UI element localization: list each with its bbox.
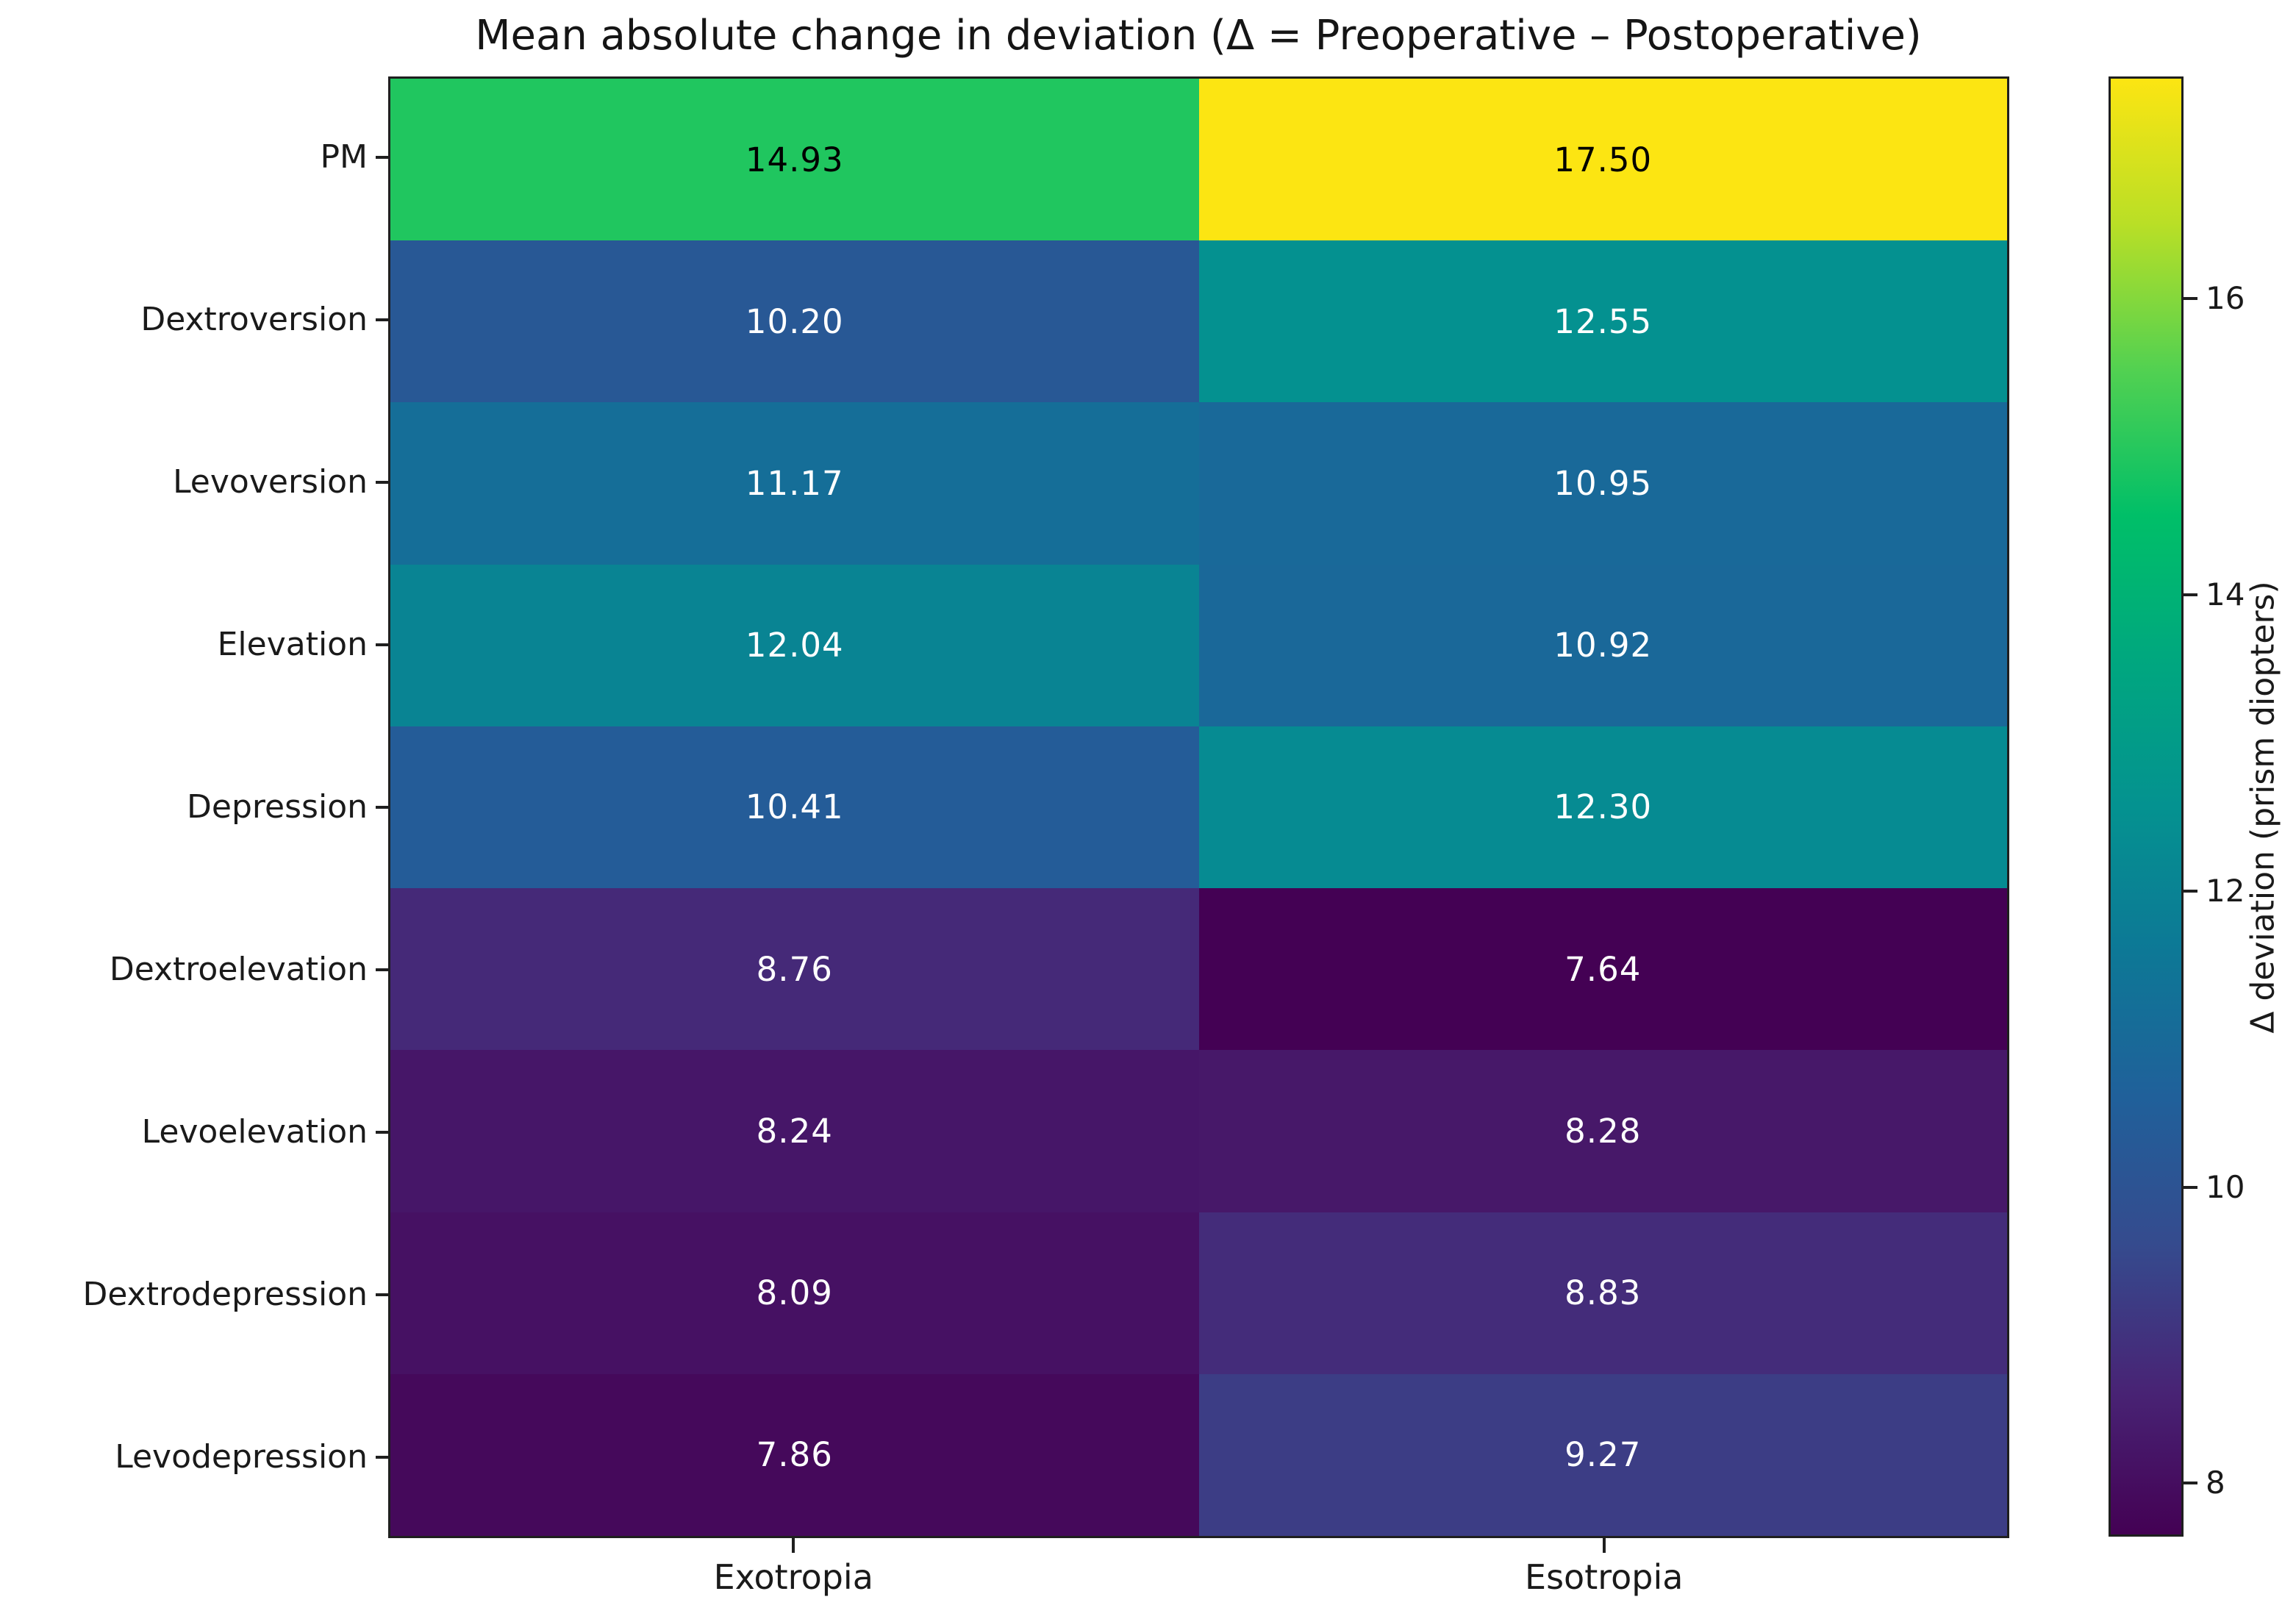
y-tick-mark xyxy=(376,1293,388,1296)
y-tick-label-levoversion: Levoversion xyxy=(173,463,368,501)
y-tick-mark xyxy=(376,643,388,647)
x-tick-label-esotropia: Esotropia xyxy=(1525,1557,1684,1597)
y-tick-label-elevation: Elevation xyxy=(217,626,368,664)
colorbar-tick-mark xyxy=(2184,593,2197,596)
y-tick-label-dextrodepression: Dextrodepression xyxy=(82,1275,368,1313)
colorbar-tick-mark xyxy=(2184,889,2197,893)
heatmap-cell-depression-exotropia: 10.41 xyxy=(390,726,1199,889)
heatmap-cell-dextrodepression-exotropia: 8.09 xyxy=(390,1212,1199,1374)
colorbar-tick-mark xyxy=(2184,1482,2197,1485)
x-tick-mark xyxy=(1602,1538,1606,1553)
heatmap-plot-area: 14.93 17.50 10.20 12.55 11.17 10.95 12.04 10.92… xyxy=(388,76,2009,1538)
x-tick-mark xyxy=(792,1538,795,1553)
heatmap-cell-depression-esotropia: 12.30 xyxy=(1198,726,2007,889)
heatmap-cell-dextrodepression-esotropia: 8.83 xyxy=(1198,1212,2007,1374)
heatmap-cell-elevation-esotropia: 10.92 xyxy=(1198,564,2007,726)
heatmap-cell-dextroelevation-exotropia: 8.76 xyxy=(390,888,1199,1051)
y-tick-label-pm: PM xyxy=(320,138,368,176)
y-tick-label-depression: Depression xyxy=(187,788,368,826)
heatmap-cell-levoelevation-esotropia: 8.28 xyxy=(1198,1050,2007,1212)
y-tick-mark xyxy=(376,318,388,322)
colorbar-axis-label: Δ deviation (prism diopters) xyxy=(2244,581,2282,1034)
y-tick-label-levoelevation: Levoelevation xyxy=(141,1112,368,1151)
colorbar-tick-label-12: 12 xyxy=(2206,872,2245,909)
colorbar-tick-mark xyxy=(2184,1185,2197,1189)
heatmap-cell-elevation-exotropia: 12.04 xyxy=(390,564,1199,726)
y-tick-mark xyxy=(376,156,388,160)
heatmap-cell-dextroelevation-esotropia: 7.64 xyxy=(1198,888,2007,1051)
heatmap-cell-levoversion-esotropia: 10.95 xyxy=(1198,402,2007,565)
y-tick-label-levodepression: Levodepression xyxy=(115,1437,368,1476)
heatmap-cell-levoversion-exotropia: 11.17 xyxy=(390,402,1199,565)
colorbar-tick-label-8: 8 xyxy=(2206,1465,2225,1501)
heatmap-cell-levodepression-esotropia: 9.27 xyxy=(1198,1373,2007,1536)
colorbar-tick-mark xyxy=(2184,297,2197,301)
heatmap-cell-levoelevation-exotropia: 8.24 xyxy=(390,1050,1199,1212)
y-tick-mark xyxy=(376,1130,388,1134)
colorbar-tick-label-14: 14 xyxy=(2206,576,2245,612)
y-tick-mark xyxy=(376,1455,388,1459)
colorbar-gradient xyxy=(2109,76,2184,1537)
heatmap-cell-levodepression-exotropia: 7.86 xyxy=(390,1373,1199,1536)
heatmap-cell-dextroversion-esotropia: 12.55 xyxy=(1198,240,2007,403)
y-tick-label-dextroversion: Dextroversion xyxy=(140,301,368,339)
heatmap-cell-pm-esotropia: 17.50 xyxy=(1198,79,2007,241)
y-tick-label-dextroelevation: Dextroelevation xyxy=(109,950,368,988)
y-tick-mark xyxy=(376,968,388,971)
colorbar-tick-label-16: 16 xyxy=(2206,280,2245,317)
heatmap-cell-dextroversion-exotropia: 10.20 xyxy=(390,240,1199,403)
heatmap-cell-pm-exotropia: 14.93 xyxy=(390,79,1199,241)
x-tick-label-exotropia: Exotropia xyxy=(713,1557,873,1597)
y-tick-mark xyxy=(376,481,388,485)
chart-title: Mean absolute change in deviation (Δ = P… xyxy=(475,12,1922,60)
y-tick-mark xyxy=(376,806,388,809)
colorbar-tick-label-10: 10 xyxy=(2206,1168,2245,1205)
